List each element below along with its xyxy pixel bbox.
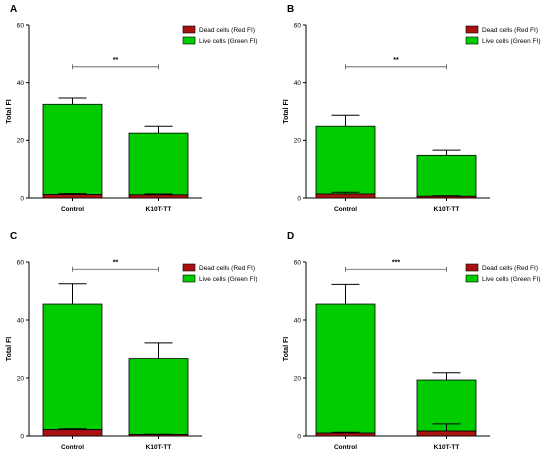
- y-axis-title: Total FI: [6, 99, 13, 123]
- panel-b: B 0 20 40 60 Total FI Control K10T-TT ** Dead cel…: [283, 4, 541, 213]
- bar-dead-1: [416, 430, 477, 437]
- x-tick-label: Control: [334, 444, 357, 451]
- x-tick-label: K10T-TT: [434, 206, 460, 213]
- bar-live-0: [42, 303, 103, 431]
- y-axis-title: Total FI: [6, 337, 13, 361]
- legend-label-live: Live cells (Green FI): [482, 38, 541, 45]
- y-tick-label: 60: [294, 22, 302, 29]
- panel-letter: B: [287, 4, 294, 15]
- significance-label: ***: [392, 259, 400, 266]
- legend-swatch-live: [182, 274, 196, 283]
- x-tick-label: K10T-TT: [434, 444, 460, 451]
- panel-letter: D: [287, 231, 294, 242]
- bar-dead-1: [128, 434, 189, 437]
- bar-dead-1: [416, 195, 477, 199]
- x-tick-label: K10T-TT: [146, 444, 172, 451]
- bar-live-1: [416, 379, 477, 432]
- significance-label: **: [393, 57, 399, 64]
- bar-live-0: [42, 103, 103, 195]
- x-tick-label: Control: [334, 206, 357, 213]
- y-tick-label: 60: [17, 22, 25, 29]
- bar-live-0: [315, 125, 376, 195]
- panel-c: C 0 20 40 60 Total FI Control K10T-TT ** Dead cel…: [6, 231, 258, 451]
- y-tick-label: 60: [17, 259, 25, 266]
- y-tick-label: 40: [17, 317, 25, 324]
- panel-d: D 0 20 40 60 Total FI Control K10T-TT *** Dead ce…: [283, 231, 541, 451]
- y-tick-label: 0: [20, 433, 24, 440]
- y-tick-label: 0: [297, 433, 301, 440]
- legend-swatch-live: [465, 274, 479, 283]
- y-tick-label: 20: [294, 375, 302, 382]
- x-tick-label: Control: [61, 206, 84, 213]
- bar-live-1: [416, 154, 477, 197]
- legend-label-live: Live cells (Green FI): [199, 38, 258, 45]
- bar-dead-0: [42, 429, 103, 437]
- significance-label: **: [113, 259, 119, 266]
- legend-swatch-live: [182, 36, 196, 45]
- bar-dead-0: [42, 194, 103, 199]
- y-axis-title: Total FI: [283, 99, 290, 123]
- y-tick-label: 20: [294, 138, 302, 145]
- y-axis-title: Total FI: [283, 337, 290, 361]
- legend-label-dead: Dead cells (Red FI): [482, 27, 538, 34]
- x-tick-label: Control: [61, 444, 84, 451]
- legend-swatch-dead: [182, 25, 196, 34]
- significance-label: **: [113, 57, 119, 64]
- panel-letter: C: [10, 231, 17, 242]
- bar-dead-0: [315, 193, 376, 199]
- bar-live-1: [128, 358, 189, 435]
- panel-letter: A: [10, 4, 17, 15]
- y-tick-label: 40: [294, 80, 302, 87]
- legend-label-dead: Dead cells (Red FI): [482, 265, 538, 272]
- x-tick-label: K10T-TT: [146, 206, 172, 213]
- bar-dead-1: [128, 194, 189, 199]
- legend-swatch-dead: [182, 263, 196, 272]
- legend-swatch-live: [465, 36, 479, 45]
- y-tick-label: 60: [294, 259, 302, 266]
- legend-label-dead: Dead cells (Red FI): [199, 265, 255, 272]
- legend-label-live: Live cells (Green FI): [199, 276, 258, 283]
- bar-live-1: [128, 132, 189, 196]
- y-tick-label: 40: [17, 80, 25, 87]
- legend-swatch-dead: [465, 263, 479, 272]
- y-tick-label: 20: [17, 138, 25, 145]
- legend-label-live: Live cells (Green FI): [482, 276, 541, 283]
- y-tick-label: 40: [294, 317, 302, 324]
- bar-dead-0: [315, 432, 376, 437]
- panel-a: A 0 20 40 60 Total FI Control K10T-TT ** Dead cel…: [6, 4, 258, 213]
- y-tick-label: 0: [297, 195, 301, 202]
- legend-swatch-dead: [465, 25, 479, 34]
- bar-live-0: [315, 303, 376, 434]
- y-tick-label: 20: [17, 375, 25, 382]
- y-tick-label: 0: [20, 195, 24, 202]
- legend-label-dead: Dead cells (Red FI): [199, 27, 255, 34]
